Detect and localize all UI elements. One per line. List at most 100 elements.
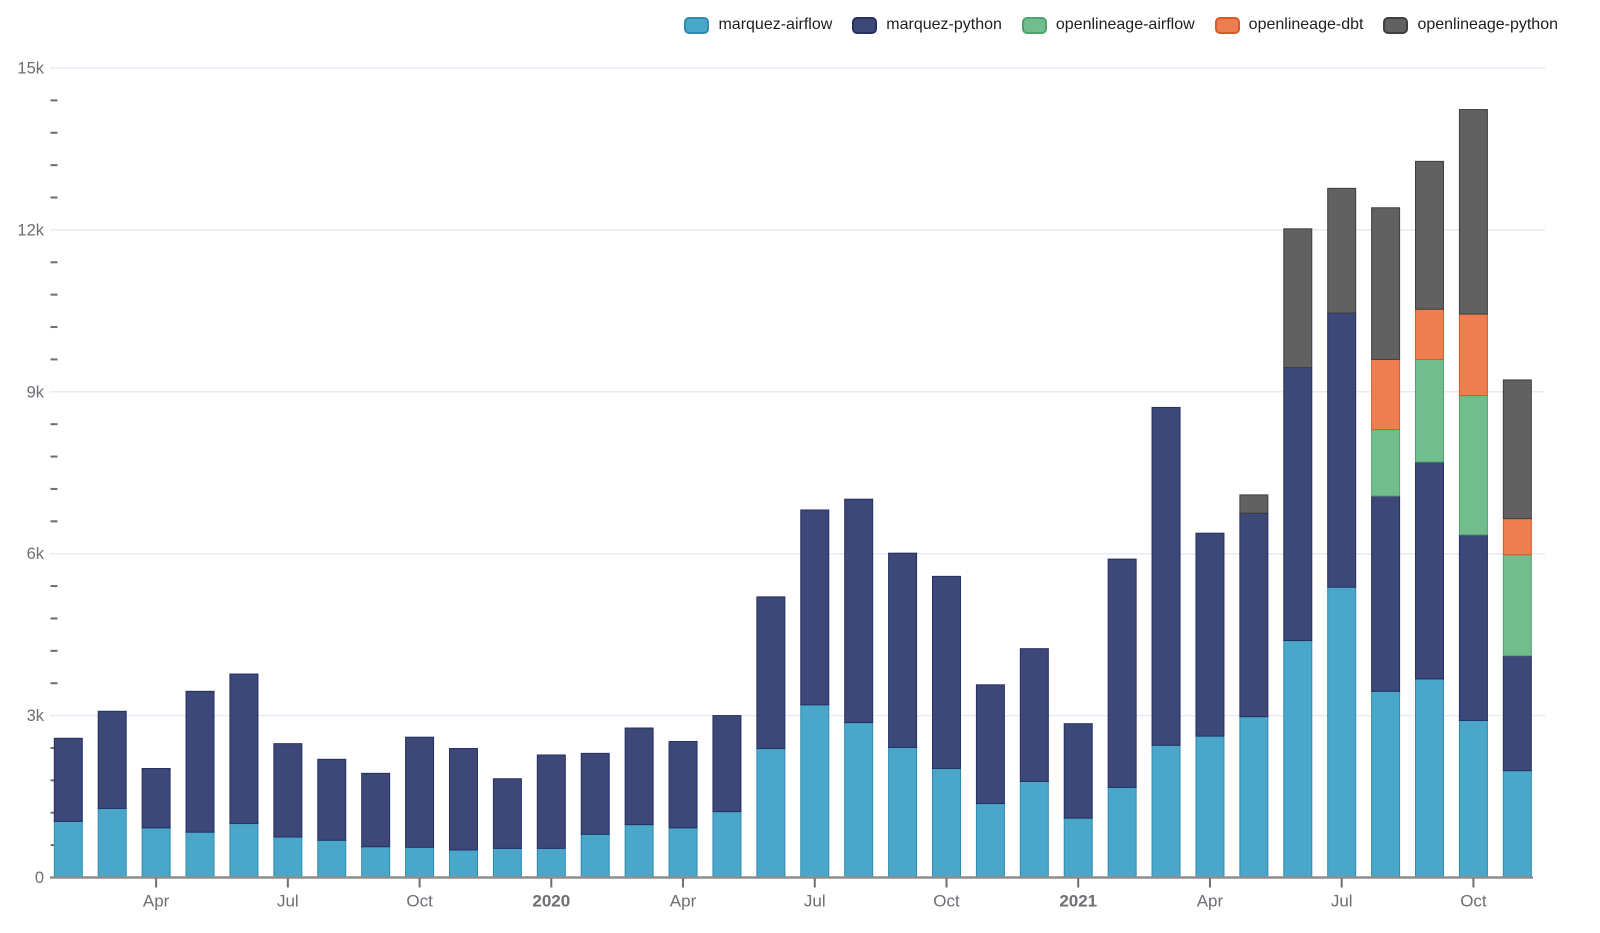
legend-label-openlineage-dbt: openlineage-dbt [1248,16,1364,33]
bar-2019-07-marquez-python [273,743,303,838]
chart-legend: marquez-airflow marquez-python openlinea… [684,10,1558,40]
x-label-Oct: Oct [406,892,433,911]
x-label-Jul: Jul [277,892,299,911]
bar-2020-04-marquez-python [668,741,698,829]
bar-2020-10-marquez-airflow [932,767,961,878]
bar-2019-07-marquez-airflow [273,836,303,879]
bar-2021-08-openlineage-airflow [1371,429,1401,497]
bar-2021-09-marquez-airflow [1415,678,1445,878]
bar-2021-07-marquez-python [1327,312,1357,588]
bar-2021-11-marquez-python [1502,655,1532,772]
bar-2020-09-marquez-python [888,552,918,748]
bar-2021-08-marquez-python [1371,495,1401,692]
bar-2020-04-marquez-airflow [668,827,698,878]
bar-2019-08-marquez-airflow [317,839,347,878]
x-label-Apr: Apr [1197,892,1224,911]
y-gridlines [50,67,1545,717]
legend-swatch-openlineage-airflow [1021,16,1047,34]
bar-2020-05-marquez-airflow [712,811,742,878]
bar-2020-08-marquez-airflow [844,722,874,878]
legend-item-openlineage-python[interactable]: openlineage-python [1383,16,1558,34]
bar-2019-10-marquez-airflow [405,846,435,879]
x-label-Jul: Jul [1331,892,1353,911]
legend-item-openlineage-dbt[interactable]: openlineage-dbt [1214,16,1364,34]
bar-2021-10-marquez-python [1458,534,1488,721]
bar-2020-01-marquez-python [536,754,566,849]
y-label-15k: 15k [17,60,44,78]
bar-2020-08-marquez-python [844,498,874,724]
legend-swatch-openlineage-dbt [1214,16,1240,34]
x-label-Apr: Apr [143,892,170,911]
y-label-6k: 6k [27,545,45,563]
bar-2021-02-marquez-python [1107,558,1137,788]
legend-swatch-marquez-airflow [684,16,710,34]
bar-2020-12-marquez-airflow [1019,780,1049,878]
bar-2021-04-marquez-airflow [1195,735,1225,879]
legend-item-marquez-airflow[interactable]: marquez-airflow [684,16,832,34]
bars [53,109,1532,879]
bar-2021-06-marquez-python [1283,367,1313,642]
bar-2019-03-marquez-airflow [97,807,127,878]
legend-label-marquez-airflow: marquez-airflow [718,16,833,33]
legend-item-openlineage-airflow[interactable]: openlineage-airflow [1021,16,1195,34]
legend-swatch-openlineage-python [1383,16,1409,34]
bar-2019-12-marquez-python [492,778,522,849]
x-axis: Apr Jul Oct 2020 Apr Jul Oct 2021 Apr Jul Oct [143,878,1487,911]
legend-label-openlineage-python: openlineage-python [1417,16,1558,33]
x-label-2021: 2021 [1059,892,1097,911]
bar-2021-05-marquez-python [1239,512,1269,718]
bar-2021-11-openlineage-airflow [1502,554,1532,657]
y-label-9k: 9k [27,383,45,401]
bar-2021-10-openlineage-airflow [1458,395,1488,536]
bar-2021-05-openlineage-python [1239,494,1269,514]
bar-2021-09-marquez-python [1415,461,1445,680]
bar-2019-02-marquez-airflow [53,820,83,879]
bar-2019-04-marquez-python [141,767,171,829]
bar-2020-02-marquez-airflow [580,833,610,878]
bar-2021-08-openlineage-python [1371,207,1401,360]
legend-swatch-marquez-python [852,16,878,34]
x-label-Apr: Apr [670,892,697,911]
bar-2020-01-marquez-airflow [536,847,566,878]
bar-2021-10-openlineage-python [1458,109,1488,315]
bar-2021-06-openlineage-python [1283,228,1313,369]
bar-2019-06-marquez-airflow [229,823,259,878]
legend-label-marquez-python: marquez-python [886,16,1002,33]
bar-2020-07-marquez-python [800,509,830,706]
bar-2021-02-marquez-airflow [1107,786,1137,879]
bar-2020-03-marquez-python [624,727,654,826]
x-label-Jul: Jul [804,892,826,911]
bar-2020-07-marquez-airflow [800,704,830,878]
bar-2019-09-marquez-python [361,772,391,848]
bar-2019-05-marquez-airflow [185,831,215,879]
bar-2019-11-marquez-python [448,748,478,851]
bar-2021-09-openlineage-airflow [1415,358,1445,463]
bar-2020-06-marquez-airflow [756,748,786,878]
bar-2020-12-marquez-python [1019,648,1049,782]
bar-2020-11-marquez-airflow [975,803,1005,879]
legend-label-openlineage-airflow: openlineage-airflow [1055,16,1195,33]
bar-2021-01-marquez-python [1063,723,1093,819]
bar-2019-05-marquez-python [185,690,215,833]
bar-2021-08-marquez-airflow [1371,690,1401,878]
bar-2019-03-marquez-python [97,710,127,809]
bar-2019-11-marquez-airflow [448,849,478,878]
bar-2021-09-openlineage-dbt [1415,308,1445,360]
bar-2020-10-marquez-python [932,575,961,769]
y-label-12k: 12k [17,221,44,239]
bar-2021-04-marquez-python [1195,532,1225,737]
bar-2021-03-marquez-python [1151,406,1181,746]
bar-2021-08-openlineage-dbt [1371,358,1401,431]
y-label-3k: 3k [27,707,45,725]
bar-2019-09-marquez-airflow [361,846,391,879]
bar-2020-06-marquez-python [756,596,786,750]
bar-2021-05-marquez-airflow [1239,716,1269,878]
bar-2021-06-marquez-airflow [1283,640,1313,878]
bar-2021-10-marquez-airflow [1458,719,1488,878]
bar-2019-12-marquez-airflow [492,847,522,878]
bar-2019-06-marquez-python [229,673,259,825]
legend-item-marquez-python[interactable]: marquez-python [852,16,1002,34]
x-label-Oct: Oct [1460,892,1487,911]
